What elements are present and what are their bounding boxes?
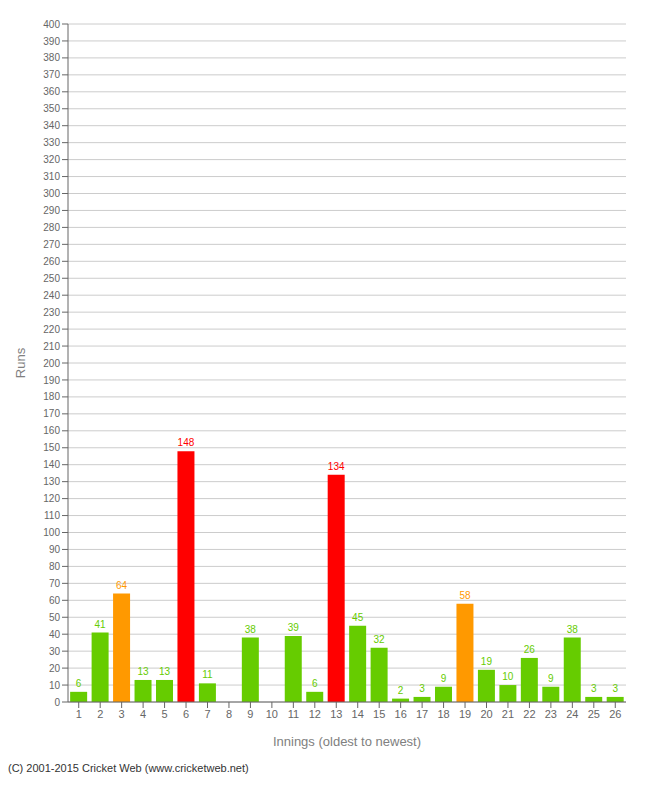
svg-text:64: 64	[116, 580, 128, 591]
svg-text:2: 2	[97, 708, 103, 720]
svg-text:134: 134	[328, 461, 345, 472]
svg-text:9: 9	[247, 708, 253, 720]
svg-text:38: 38	[245, 624, 257, 635]
svg-text:Innings (oldest to newest): Innings (oldest to newest)	[273, 734, 421, 749]
svg-text:360: 360	[43, 86, 60, 97]
svg-text:13: 13	[137, 666, 149, 677]
svg-text:40: 40	[49, 629, 61, 640]
svg-text:7: 7	[204, 708, 210, 720]
svg-text:9: 9	[548, 673, 554, 684]
svg-text:32: 32	[374, 634, 386, 645]
svg-text:13: 13	[159, 666, 171, 677]
svg-text:26: 26	[609, 708, 621, 720]
svg-text:19: 19	[459, 708, 471, 720]
svg-text:140: 140	[43, 459, 60, 470]
svg-text:120: 120	[43, 493, 60, 504]
svg-text:150: 150	[43, 442, 60, 453]
svg-text:190: 190	[43, 375, 60, 386]
svg-text:10: 10	[49, 680, 61, 691]
svg-text:270: 270	[43, 239, 60, 250]
svg-text:60: 60	[49, 595, 61, 606]
svg-text:16: 16	[395, 708, 407, 720]
svg-text:50: 50	[49, 612, 61, 623]
svg-text:6: 6	[312, 678, 318, 689]
svg-text:10: 10	[502, 671, 514, 682]
svg-text:6: 6	[76, 678, 82, 689]
svg-text:13: 13	[330, 708, 342, 720]
svg-text:130: 130	[43, 476, 60, 487]
svg-text:70: 70	[49, 578, 61, 589]
svg-text:90: 90	[49, 544, 61, 555]
svg-text:18: 18	[437, 708, 449, 720]
svg-text:17: 17	[416, 708, 428, 720]
svg-text:148: 148	[178, 437, 195, 448]
svg-text:300: 300	[43, 188, 60, 199]
svg-text:220: 220	[43, 324, 60, 335]
svg-text:41: 41	[95, 619, 107, 630]
svg-text:230: 230	[43, 307, 60, 318]
svg-text:390: 390	[43, 36, 60, 47]
svg-text:350: 350	[43, 103, 60, 114]
svg-text:10: 10	[266, 708, 278, 720]
svg-text:210: 210	[43, 341, 60, 352]
svg-text:Runs: Runs	[13, 347, 28, 378]
svg-text:58: 58	[459, 590, 471, 601]
svg-text:38: 38	[567, 624, 579, 635]
svg-text:80: 80	[49, 561, 61, 572]
svg-text:25: 25	[588, 708, 600, 720]
svg-text:5: 5	[162, 708, 168, 720]
svg-text:20: 20	[480, 708, 492, 720]
svg-text:11: 11	[202, 669, 213, 680]
svg-text:45: 45	[352, 612, 364, 623]
svg-text:180: 180	[43, 391, 60, 402]
svg-text:100: 100	[43, 527, 60, 538]
svg-text:12: 12	[309, 708, 321, 720]
svg-text:400: 400	[43, 19, 60, 30]
svg-text:200: 200	[43, 358, 60, 369]
svg-text:160: 160	[43, 425, 60, 436]
svg-text:39: 39	[288, 622, 300, 633]
svg-text:280: 280	[43, 222, 60, 233]
html-text:(C) 2001-2015 Cricket Web (www: (C) 2001-2015 Cricket Web (www.cricketwe…	[8, 762, 249, 774]
svg-text:20: 20	[49, 663, 61, 674]
svg-text:9: 9	[441, 673, 447, 684]
svg-text:30: 30	[49, 646, 61, 657]
svg-text:26: 26	[524, 644, 536, 655]
svg-text:3: 3	[591, 683, 597, 694]
svg-text:260: 260	[43, 256, 60, 267]
svg-text:14: 14	[352, 708, 364, 720]
svg-text:380: 380	[43, 52, 60, 63]
svg-text:8: 8	[226, 708, 232, 720]
svg-text:6: 6	[183, 708, 189, 720]
svg-text:4: 4	[140, 708, 146, 720]
svg-text:2: 2	[398, 685, 404, 696]
svg-text:330: 330	[43, 137, 60, 148]
svg-text:310: 310	[43, 171, 60, 182]
svg-text:110: 110	[44, 510, 60, 521]
svg-text:240: 240	[43, 290, 60, 301]
svg-text:23: 23	[545, 708, 557, 720]
svg-text:170: 170	[43, 408, 60, 419]
svg-text:1: 1	[76, 708, 82, 720]
svg-text:290: 290	[43, 205, 60, 216]
svg-text:3: 3	[419, 683, 425, 694]
svg-text:250: 250	[43, 273, 60, 284]
svg-text:370: 370	[43, 69, 60, 80]
svg-text:22: 22	[523, 708, 535, 720]
svg-text:3: 3	[612, 683, 618, 694]
svg-text:24: 24	[566, 708, 578, 720]
svg-text:15: 15	[373, 708, 385, 720]
svg-text:19: 19	[481, 656, 493, 667]
svg-text:3: 3	[119, 708, 125, 720]
svg-text:11: 11	[288, 708, 299, 720]
svg-text:320: 320	[43, 154, 60, 165]
svg-text:21: 21	[502, 708, 514, 720]
svg-text:340: 340	[43, 120, 60, 131]
svg-text:0: 0	[54, 697, 60, 708]
